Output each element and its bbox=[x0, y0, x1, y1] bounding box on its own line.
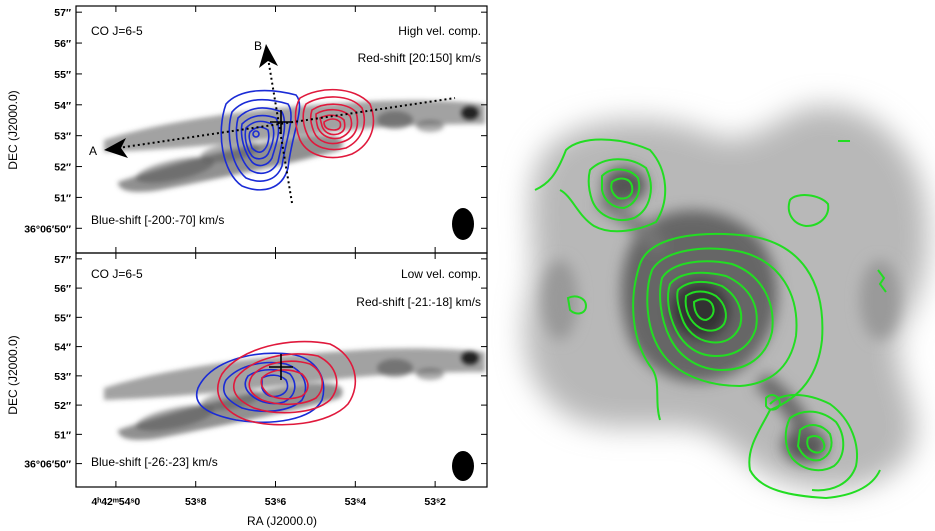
y-tick-label: 52″ bbox=[54, 400, 71, 412]
red-contours-top bbox=[294, 88, 375, 159]
x-tick-label: 53ˢ8 bbox=[185, 496, 207, 508]
red-contours-bottom bbox=[217, 340, 357, 426]
panel-bottom-blue-label: Blue-shift [-26:-23] km/s bbox=[91, 455, 218, 469]
axis-a-label: A bbox=[89, 144, 97, 158]
panel-top-component: High vel. comp. bbox=[398, 24, 481, 38]
panel-bottom-molecule: CO J=6-5 bbox=[91, 267, 143, 281]
panel-top-blue-label: Blue-shift [-200:-70] km/s bbox=[91, 213, 224, 227]
panel-top-molecule: CO J=6-5 bbox=[91, 24, 143, 38]
panel-bottom-frame bbox=[75, 252, 488, 488]
y-tick-label: 36°06′50″ bbox=[24, 223, 71, 235]
y-tick-label: 57″ bbox=[54, 7, 71, 19]
y-tick-label: 57″ bbox=[54, 254, 71, 266]
y-tick-label: 55″ bbox=[54, 69, 71, 81]
panel-top: A B CO J=6-5 High vel. comp. Red-shift [… bbox=[75, 5, 488, 254]
arrow-b-icon bbox=[259, 44, 278, 68]
panel-right bbox=[524, 106, 929, 500]
y-tick-label: 51″ bbox=[54, 192, 71, 204]
panel-bottom: CO J=6-5 Low vel. comp. Red-shift [-21:-… bbox=[75, 252, 488, 488]
y-tick-label: 56″ bbox=[54, 38, 71, 50]
outflow-axis-lines bbox=[117, 57, 456, 204]
y-tick-label: 52″ bbox=[54, 162, 71, 174]
y-tick-label: 56″ bbox=[54, 283, 71, 295]
nebula-image-top bbox=[104, 100, 485, 192]
green-contours bbox=[534, 138, 887, 500]
panel-bottom-red-label: Red-shift [-21:-18] km/s bbox=[356, 295, 481, 309]
x-tick-label: 53ˢ2 bbox=[424, 496, 446, 508]
y-axis-label-bottom: DEC (J2000.0) bbox=[6, 335, 20, 414]
blue-contours-top bbox=[220, 89, 301, 191]
beam-ellipse-top bbox=[452, 208, 474, 240]
panel-top-red-label: Red-shift [20:150] km/s bbox=[358, 51, 481, 65]
x-tick-label: 53ˢ6 bbox=[265, 496, 287, 508]
axis-ticks: 57″ 56″ 55″ 54″ 53″ 52″ 51″ 36°06′50″ 57″ 56″ 55″ 5… bbox=[24, 6, 487, 508]
x-axis-label: RA (J2000.0) bbox=[247, 514, 317, 528]
panel-bottom-component: Low vel. comp. bbox=[401, 267, 481, 281]
nebula-image-right bbox=[524, 106, 929, 490]
arrow-a-icon bbox=[104, 138, 128, 158]
axis-b-label: B bbox=[254, 39, 262, 53]
x-tick-label: 4ʰ42ᵐ54ˢ0 bbox=[92, 496, 141, 508]
y-axis-label-top: DEC (J2000.0) bbox=[6, 90, 20, 169]
beam-ellipse-bottom bbox=[452, 451, 474, 481]
y-tick-label: 54″ bbox=[54, 342, 71, 354]
y-tick-label: 36°06′50″ bbox=[24, 459, 71, 471]
y-tick-label: 51″ bbox=[54, 429, 71, 441]
x-tick-label: 53ˢ4 bbox=[345, 496, 367, 508]
y-tick-label: 54″ bbox=[54, 100, 71, 112]
y-tick-label: 53″ bbox=[54, 131, 71, 143]
position-cross-bottom-icon bbox=[269, 354, 293, 380]
position-cross-icon bbox=[270, 110, 292, 134]
y-tick-label: 55″ bbox=[54, 312, 71, 324]
y-tick-label: 53″ bbox=[54, 371, 71, 383]
